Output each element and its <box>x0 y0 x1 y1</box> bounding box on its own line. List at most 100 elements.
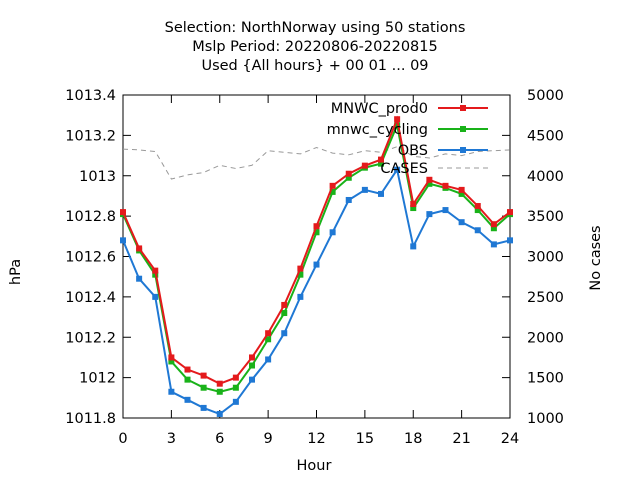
data-point <box>378 160 384 167</box>
data-point <box>345 174 352 181</box>
data-point <box>313 229 320 236</box>
data-point <box>329 229 336 236</box>
data-point <box>184 396 191 403</box>
y2-tick-label: 2500 <box>527 290 564 306</box>
legend-entry: OBS <box>398 143 488 159</box>
data-point <box>313 223 320 230</box>
data-point <box>410 205 417 212</box>
legend-label: mnwc_cycling <box>327 122 428 138</box>
legend-label: MNWC_prod0 <box>331 101 428 117</box>
data-point <box>136 275 143 282</box>
data-point <box>184 376 191 383</box>
data-point <box>265 336 272 343</box>
data-point <box>378 156 384 163</box>
legend-entry: MNWC_prod0 <box>331 101 488 117</box>
data-point <box>232 384 239 391</box>
data-point <box>474 207 481 214</box>
data-point <box>152 293 159 300</box>
data-point <box>490 221 497 228</box>
y-tick-label: 1013 <box>79 169 116 185</box>
series-line <box>122 121 511 393</box>
data-point <box>474 203 481 210</box>
data-point <box>426 180 433 187</box>
legend-label: CASES <box>380 161 428 177</box>
data-point <box>507 209 513 216</box>
data-point <box>507 237 513 244</box>
data-point <box>329 182 336 189</box>
y-tick-label: 1012.8 <box>65 209 116 225</box>
data-point <box>297 271 304 278</box>
y-tick-label: 1011.8 <box>65 411 116 427</box>
chart-title-line-2: Mslp Period: 20220806-20220815 <box>192 39 437 55</box>
data-point <box>152 267 159 274</box>
data-point <box>378 190 384 197</box>
data-point <box>394 166 401 173</box>
x-tick-label: 18 <box>404 431 422 447</box>
legend-marker <box>460 126 466 132</box>
data-point <box>426 176 433 183</box>
data-point <box>200 404 207 411</box>
series-obs <box>120 166 513 417</box>
y-tick-label: 1012.6 <box>65 250 116 266</box>
data-point <box>458 219 465 226</box>
y2-tick-label: 4500 <box>527 128 564 144</box>
x-tick-label: 24 <box>501 431 519 447</box>
y-tick-label: 1012.4 <box>65 290 116 306</box>
data-point <box>120 237 126 244</box>
x-tick-label: 9 <box>264 431 273 447</box>
y2-tick-label: 1000 <box>527 411 564 427</box>
data-point <box>442 207 449 214</box>
x-tick-label: 3 <box>167 431 176 447</box>
y-axis-label: hPa <box>8 259 24 285</box>
series-line <box>122 146 511 180</box>
data-point <box>458 190 465 197</box>
data-point <box>297 293 304 300</box>
legend-marker <box>460 105 466 111</box>
data-point <box>394 122 401 129</box>
data-point <box>426 211 433 218</box>
chart-title-line-3: Used {All hours} + 00 01 ... 09 <box>201 58 428 74</box>
x-axis: 0 3 6 9 12 15 18 21 24 <box>118 95 519 447</box>
y2-tick-label: 3500 <box>527 209 564 225</box>
legend: MNWC_prod0 mnwc_cycling OBS CASES <box>327 101 488 177</box>
data-point <box>361 186 368 193</box>
data-point <box>458 186 465 193</box>
data-point <box>120 209 126 216</box>
data-point <box>232 374 239 381</box>
y2-tick-label: 3000 <box>527 250 564 266</box>
series-line <box>122 115 511 385</box>
x-tick-label: 21 <box>452 431 470 447</box>
data-point <box>361 162 368 169</box>
x-tick-label: 15 <box>356 431 374 447</box>
data-point <box>410 243 417 250</box>
data-point <box>394 116 401 123</box>
data-point <box>313 261 320 268</box>
y-tick-label: 1012.2 <box>65 330 116 346</box>
series-line <box>122 167 511 416</box>
data-point <box>329 188 336 195</box>
data-point <box>184 366 191 373</box>
data-point <box>216 380 223 387</box>
x-tick-label: 12 <box>307 431 325 447</box>
series-mnwc-cycling <box>120 121 513 395</box>
data-point <box>232 398 239 405</box>
x-axis-label: Hour <box>297 458 332 474</box>
data-point <box>265 330 272 337</box>
data-point <box>281 330 288 337</box>
data-point <box>168 388 175 395</box>
data-point <box>200 372 207 379</box>
y2-tick-label: 1500 <box>527 371 564 387</box>
data-point <box>345 196 352 203</box>
x-tick-label: 6 <box>215 431 224 447</box>
data-point <box>216 410 223 417</box>
legend-entry: mnwc_cycling <box>327 122 488 138</box>
data-point <box>410 201 417 208</box>
legend-entry: CASES <box>380 161 488 177</box>
data-point <box>474 227 481 234</box>
legend-label: OBS <box>398 143 428 159</box>
data-point <box>249 354 255 361</box>
plot-frame <box>122 94 511 419</box>
data-point <box>490 225 497 232</box>
chart-title: Selection: NorthNorway using 50 stations… <box>165 20 466 74</box>
data-point <box>490 241 497 248</box>
